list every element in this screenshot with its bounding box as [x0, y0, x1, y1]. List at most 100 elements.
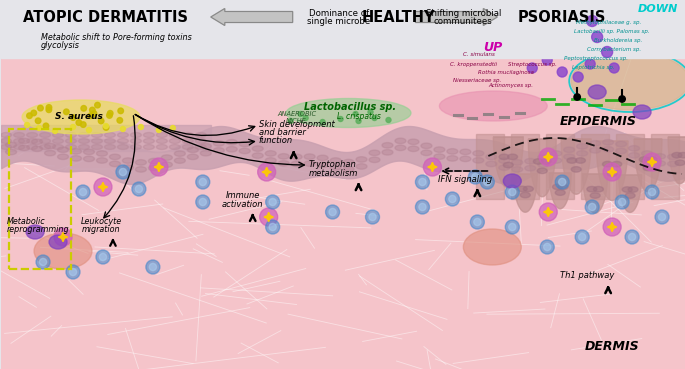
Text: Peptostreptococcus sp.: Peptostreptococcus sp.: [564, 55, 628, 61]
Ellipse shape: [32, 146, 42, 152]
Ellipse shape: [187, 154, 198, 160]
Bar: [651, 134, 679, 199]
Ellipse shape: [53, 145, 64, 149]
Ellipse shape: [162, 155, 173, 161]
Ellipse shape: [34, 233, 92, 269]
Circle shape: [66, 265, 80, 279]
Ellipse shape: [143, 132, 154, 138]
Ellipse shape: [556, 190, 565, 195]
Text: Tryptophan: Tryptophan: [309, 159, 356, 169]
Circle shape: [64, 109, 69, 115]
Circle shape: [150, 158, 168, 176]
Circle shape: [40, 258, 47, 266]
Text: Rothia mucilaginosa: Rothia mucilaginosa: [478, 69, 534, 75]
Circle shape: [36, 255, 50, 269]
Ellipse shape: [79, 145, 90, 149]
Circle shape: [369, 213, 376, 221]
Ellipse shape: [14, 132, 25, 138]
Ellipse shape: [149, 158, 160, 164]
Circle shape: [31, 110, 36, 116]
Ellipse shape: [79, 132, 90, 138]
Ellipse shape: [162, 162, 173, 168]
Ellipse shape: [317, 162, 328, 168]
Ellipse shape: [169, 138, 180, 144]
Ellipse shape: [575, 158, 586, 163]
Circle shape: [474, 218, 481, 225]
Ellipse shape: [53, 138, 64, 144]
Circle shape: [76, 185, 90, 199]
Polygon shape: [549, 173, 571, 209]
Bar: [511, 134, 539, 199]
Ellipse shape: [499, 158, 510, 163]
Circle shape: [603, 218, 621, 236]
Ellipse shape: [672, 152, 682, 158]
Ellipse shape: [639, 157, 649, 162]
Circle shape: [156, 128, 162, 132]
Circle shape: [506, 185, 519, 199]
Ellipse shape: [369, 157, 380, 163]
Ellipse shape: [26, 225, 44, 239]
Circle shape: [25, 123, 29, 128]
Ellipse shape: [534, 159, 543, 164]
Circle shape: [103, 125, 109, 130]
Text: ATOPIC DERMATITIS: ATOPIC DERMATITIS: [23, 10, 188, 24]
Circle shape: [619, 199, 625, 206]
Circle shape: [649, 188, 656, 196]
Ellipse shape: [104, 132, 116, 138]
Ellipse shape: [14, 145, 25, 149]
Ellipse shape: [200, 151, 211, 156]
Ellipse shape: [104, 138, 116, 144]
Ellipse shape: [577, 151, 588, 156]
Ellipse shape: [463, 229, 521, 265]
Ellipse shape: [278, 161, 289, 166]
Ellipse shape: [421, 150, 432, 156]
Circle shape: [80, 122, 86, 127]
Ellipse shape: [571, 167, 581, 172]
Circle shape: [585, 59, 595, 69]
Ellipse shape: [226, 139, 237, 145]
Bar: [581, 134, 609, 199]
Text: Shifting microbial: Shifting microbial: [425, 8, 501, 17]
Circle shape: [588, 203, 596, 211]
Ellipse shape: [408, 146, 419, 152]
Ellipse shape: [675, 160, 685, 165]
Ellipse shape: [149, 165, 160, 171]
Circle shape: [539, 203, 557, 221]
Circle shape: [558, 178, 566, 186]
Ellipse shape: [558, 184, 568, 190]
Ellipse shape: [182, 138, 193, 144]
Ellipse shape: [667, 154, 679, 160]
Circle shape: [325, 205, 340, 219]
Ellipse shape: [612, 161, 622, 167]
Circle shape: [95, 102, 100, 108]
Circle shape: [196, 195, 210, 209]
Ellipse shape: [538, 162, 549, 167]
Ellipse shape: [45, 143, 55, 149]
Circle shape: [540, 240, 554, 254]
Ellipse shape: [182, 145, 193, 149]
Circle shape: [266, 220, 279, 234]
Ellipse shape: [525, 158, 536, 164]
Circle shape: [99, 118, 104, 124]
Ellipse shape: [66, 138, 77, 144]
Circle shape: [46, 105, 52, 110]
Ellipse shape: [628, 187, 638, 192]
Ellipse shape: [473, 151, 484, 156]
Ellipse shape: [517, 186, 527, 192]
Polygon shape: [596, 141, 628, 200]
Polygon shape: [264, 212, 273, 222]
Circle shape: [81, 106, 86, 111]
Circle shape: [628, 233, 636, 241]
Ellipse shape: [110, 161, 121, 167]
Ellipse shape: [447, 149, 458, 154]
Ellipse shape: [265, 151, 276, 156]
Ellipse shape: [317, 155, 328, 161]
Ellipse shape: [117, 132, 128, 138]
Bar: [616, 134, 644, 199]
Circle shape: [484, 178, 491, 186]
Circle shape: [118, 108, 123, 114]
Ellipse shape: [590, 148, 601, 153]
Ellipse shape: [195, 145, 206, 149]
Ellipse shape: [434, 154, 445, 159]
Text: Methylophilaceae g. sp.: Methylophilaceae g. sp.: [575, 20, 640, 24]
